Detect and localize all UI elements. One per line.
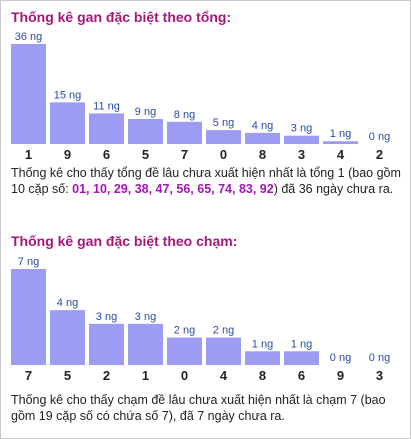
- category-label-2: 2: [103, 368, 110, 383]
- bar-3: [284, 135, 319, 144]
- value-label-6: 1 ng: [291, 338, 312, 350]
- sum-section: Thống kê gan đặc biệt theo tổng: 36 ng 1 1…: [1, 1, 410, 221]
- bar-0: [206, 130, 241, 144]
- category-label-2: 2: [376, 147, 383, 162]
- category-label-6: 6: [298, 368, 305, 383]
- value-label-4: 2 ng: [213, 325, 234, 337]
- value-label-0: 5 ng: [213, 117, 234, 129]
- bar-0: [167, 337, 202, 365]
- sum-note-pairs: 01, 10, 29, 38, 47, 56, 65, 74, 83, 92: [72, 182, 274, 196]
- touch-note: Thống kê cho thấy chạm đề lâu chưa xuất …: [11, 393, 386, 423]
- sum-chart-title: Thống kê gan đặc biệt theo tổng:: [11, 9, 232, 25]
- bar-6: [284, 351, 319, 365]
- value-label-9: 0 ng: [330, 352, 351, 364]
- value-label-6: 11 ng: [93, 100, 120, 112]
- touch-chart-title: Thống kê gan đặc biệt theo chạm:: [11, 233, 238, 249]
- bar-7: [167, 121, 202, 144]
- category-label-3: 3: [376, 368, 383, 383]
- bar-9: [50, 102, 85, 144]
- sum-chart-svg: 36 ng 1 15 ng 9 11 ng 6 9 ng 5 8 ng 7 5 ng 0 4 ng 8 3 …: [11, 31, 390, 162]
- value-label-7: 7 ng: [18, 256, 39, 268]
- category-label-5: 5: [64, 368, 71, 383]
- category-label-1: 1: [25, 147, 32, 162]
- bar-1: [128, 323, 163, 365]
- value-label-9: 15 ng: [54, 89, 82, 101]
- category-label-6: 6: [103, 147, 110, 162]
- value-label-1: 36 ng: [15, 31, 43, 43]
- value-label-3: 0 ng: [369, 352, 390, 364]
- value-label-3: 3 ng: [291, 123, 312, 135]
- category-label-1: 1: [142, 368, 149, 383]
- bar-4: [206, 337, 241, 365]
- bar-6: [89, 113, 124, 144]
- category-label-9: 9: [64, 147, 71, 162]
- bar-2: [89, 323, 124, 365]
- touch-chart-svg: 7 ng 7 4 ng 5 3 ng 2 3 ng 1 2 ng 0 2 ng 4 1 ng 8 1 ng 6…: [11, 256, 390, 383]
- category-label-4: 4: [337, 147, 345, 162]
- category-label-4: 4: [220, 368, 228, 383]
- category-label-7: 7: [181, 147, 188, 162]
- value-label-5: 4 ng: [57, 297, 78, 309]
- bar-4: [323, 141, 358, 144]
- value-label-8: 4 ng: [252, 120, 273, 132]
- bar-5: [128, 119, 163, 144]
- value-label-8: 1 ng: [252, 338, 273, 350]
- value-label-1: 3 ng: [135, 311, 156, 323]
- value-label-2: 3 ng: [96, 311, 117, 323]
- category-label-3: 3: [298, 147, 305, 162]
- value-label-5: 9 ng: [135, 106, 156, 118]
- bar-5: [50, 310, 85, 365]
- category-label-5: 5: [142, 147, 149, 162]
- bar-1: [11, 44, 46, 144]
- sum-note: Thống kê cho thấy tổng đề lâu chưa xuất …: [11, 165, 406, 197]
- value-label-7: 8 ng: [174, 109, 195, 121]
- value-label-0: 2 ng: [174, 325, 195, 337]
- bar-8: [245, 132, 280, 144]
- category-label-7: 7: [25, 368, 32, 383]
- category-label-8: 8: [259, 147, 266, 162]
- category-label-9: 9: [337, 368, 344, 383]
- touch-section: Thống kê gan đặc biệt theo chạm: 7 ng 7 4 …: [1, 231, 410, 438]
- bar-8: [245, 351, 280, 365]
- category-label-0: 0: [220, 147, 227, 162]
- category-label-0: 0: [181, 368, 188, 383]
- value-label-4: 1 ng: [330, 128, 351, 140]
- bar-7: [11, 269, 46, 365]
- value-label-2: 0 ng: [369, 131, 390, 143]
- sum-note-suffix: ) đã 36 ngày chưa ra.: [273, 182, 394, 196]
- sum-note-prefix: Thống kê cho thấy tổng đề lâu chưa xuất …: [11, 166, 401, 196]
- category-label-8: 8: [259, 368, 266, 383]
